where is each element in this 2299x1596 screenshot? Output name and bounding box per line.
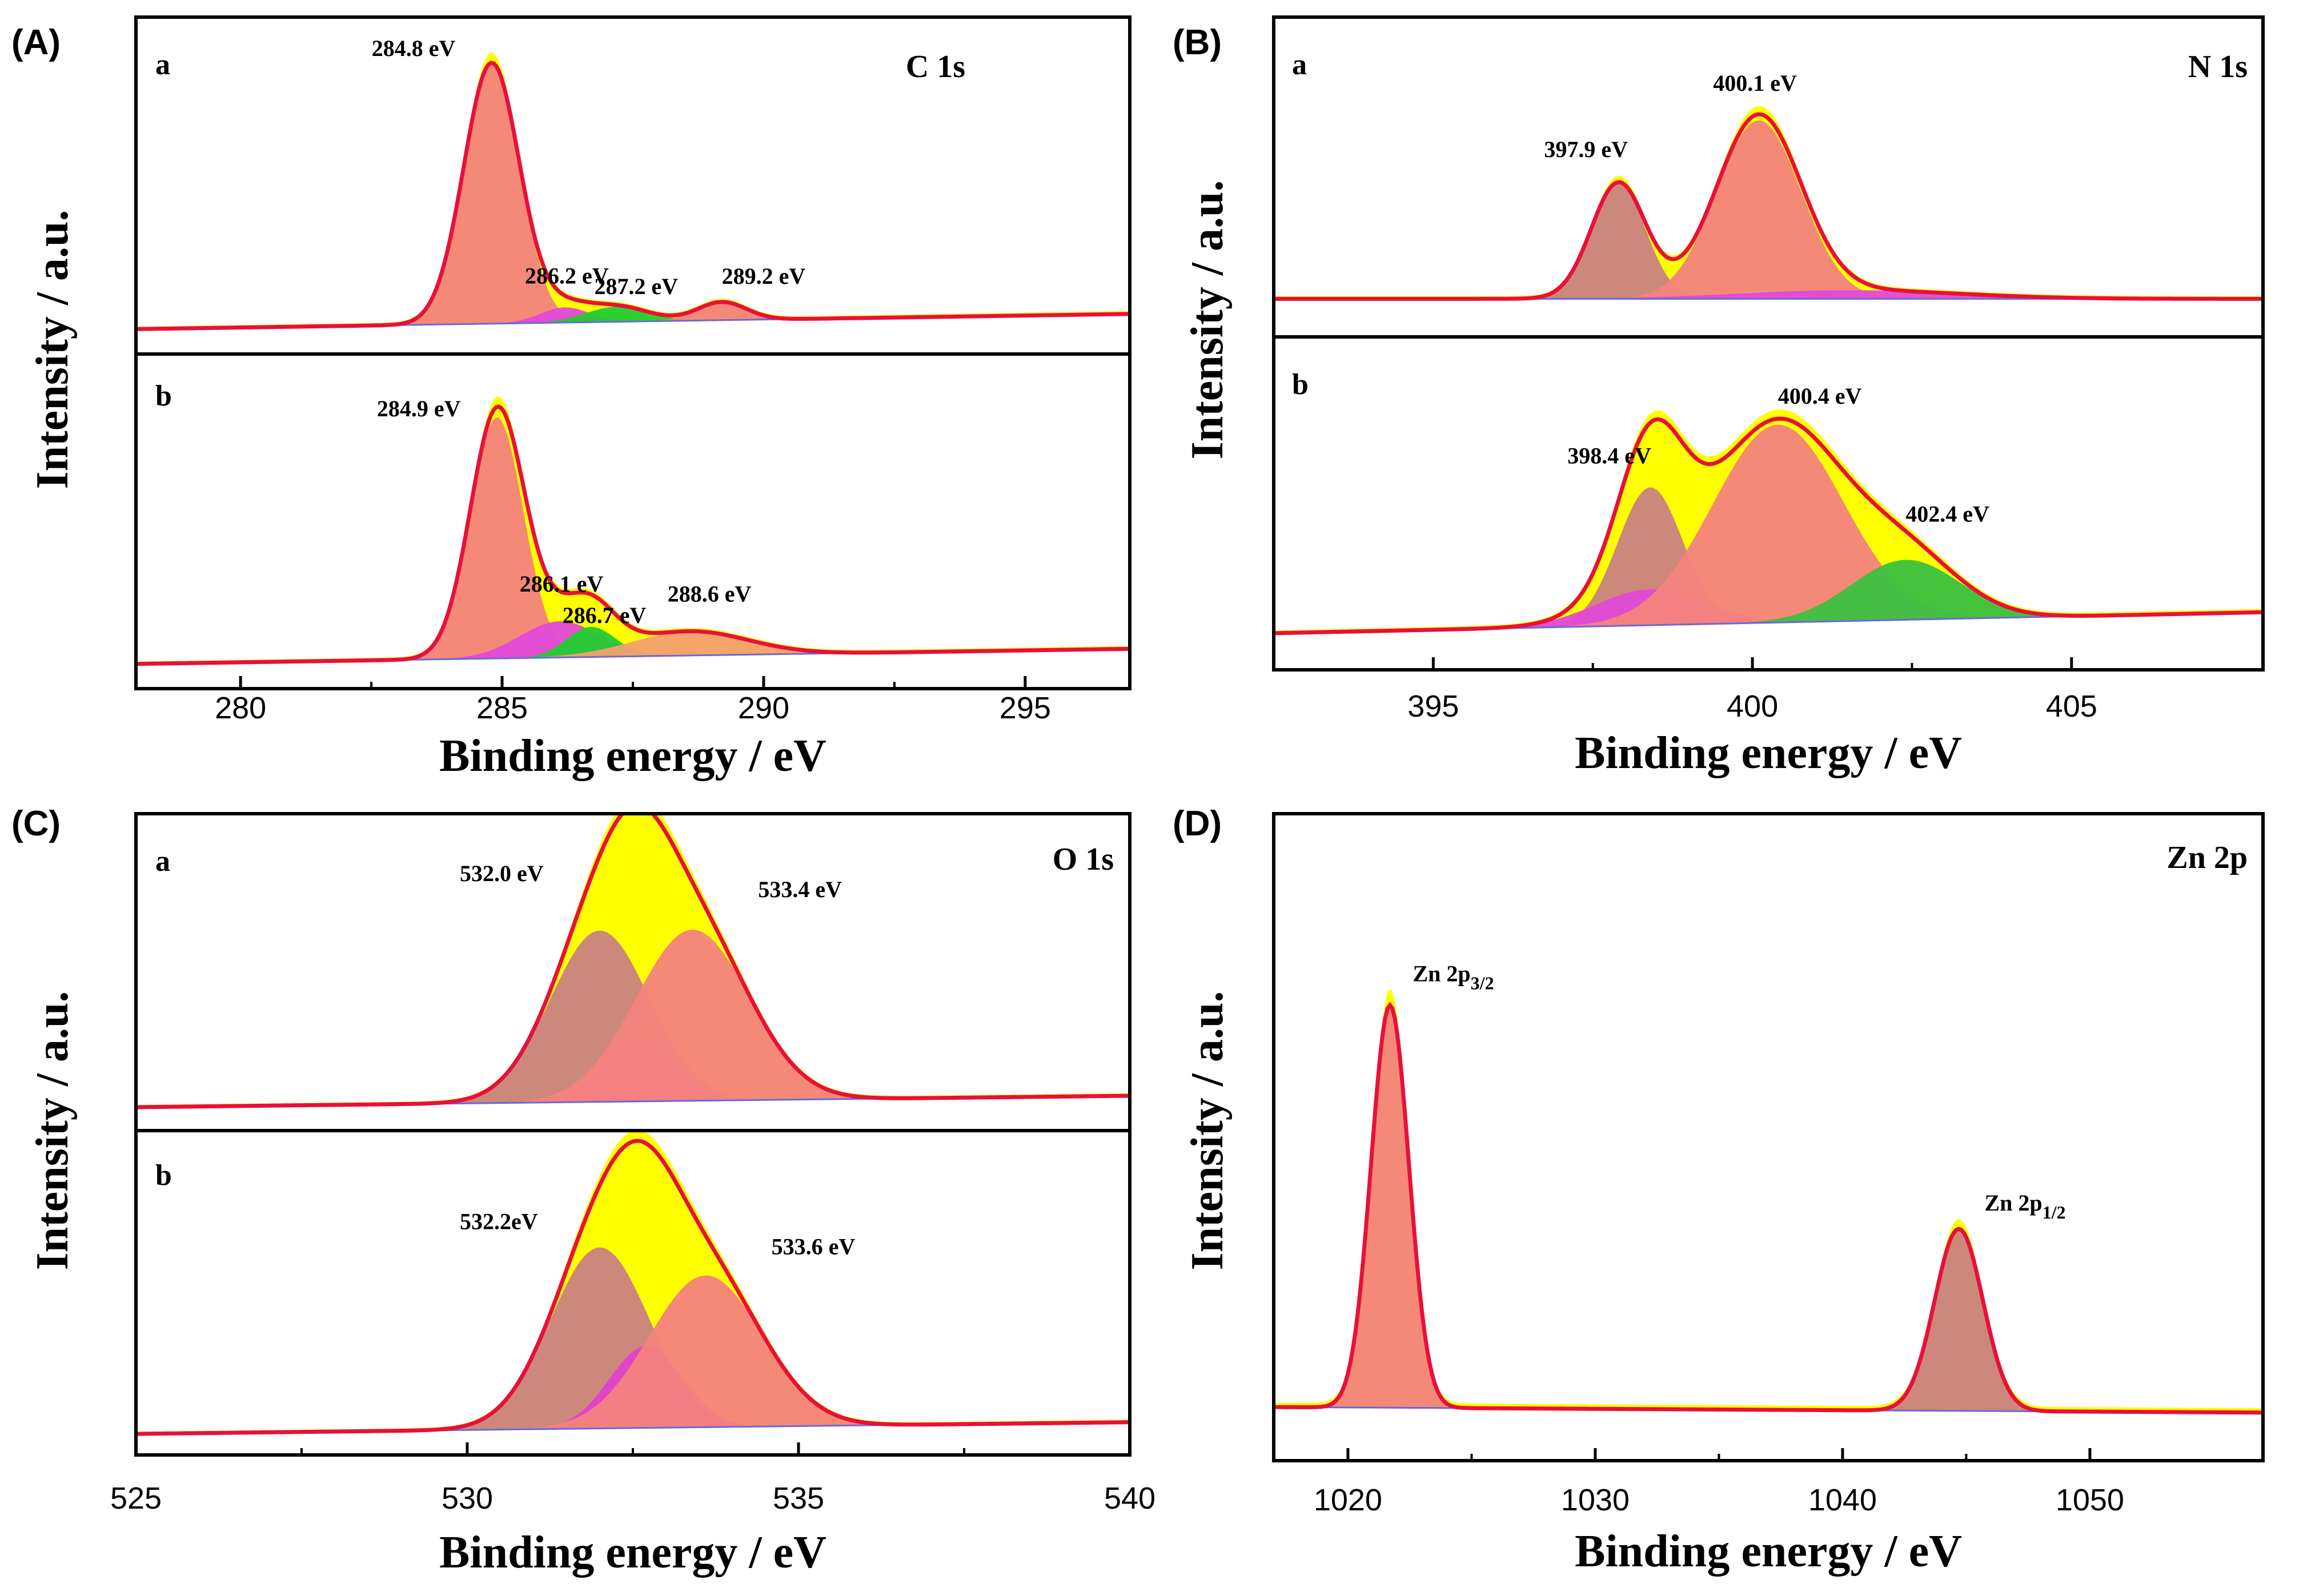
plot-area: 397.9 eV 400.1 eV 398.4 eV 400.4 eV 402.4 eV — [1274, 70, 2263, 636]
x-tick-label: 395 — [1407, 689, 1459, 723]
peak-component — [1323, 1005, 1459, 1408]
y-axis-title: Intensity / a.u. — [27, 991, 78, 1271]
panel-label: (B) — [1173, 23, 1222, 62]
peak-label: Zn 2p3/2 — [1413, 960, 1494, 993]
peak-component — [1610, 120, 1912, 299]
peak-component — [1546, 424, 2013, 628]
peak-component — [652, 301, 792, 321]
element-label: O 1s — [1053, 842, 1114, 877]
element-label: N 1s — [2188, 49, 2248, 85]
x-tick-label: 400 — [1727, 689, 1778, 723]
panel-label: (C) — [11, 804, 61, 843]
panel-b: 397.9 eV 400.1 eV 398.4 eV 400.4 eV 402.4 eV… — [1173, 15, 2265, 778]
plot-area: Zn 2p3/2 Zn 2p1/2 — [1274, 960, 2263, 1415]
plot-frame — [1272, 15, 2265, 672]
x-tick-label: 530 — [442, 1481, 493, 1515]
x-tick-label: 525 — [110, 1481, 162, 1515]
x-tick-label: 285 — [476, 691, 528, 725]
peak-component — [1877, 1229, 2043, 1412]
x-tick-label: 1030 — [1561, 1483, 1630, 1517]
peak-label: 400.4 eV — [1778, 383, 1862, 409]
panel-label: (D) — [1173, 804, 1222, 843]
peak-label: 286.1 eV — [520, 571, 604, 597]
subplot-label: a — [1292, 49, 1307, 81]
x-tick-label: 1040 — [1808, 1483, 1877, 1517]
subplot-b: 532.2eV 533.6 eV — [136, 1129, 1130, 1436]
subplot-label: b — [1292, 368, 1309, 401]
peak-label: 397.9 eV — [1544, 136, 1628, 162]
peak-label: 287.2 eV — [595, 274, 679, 299]
x-tick-label: 1050 — [2056, 1483, 2124, 1517]
peak-label: 288.6 eV — [668, 581, 752, 607]
x-tick-label: 1020 — [1314, 1483, 1382, 1517]
peak-component — [1526, 183, 1714, 299]
x-tick-label: 290 — [738, 691, 789, 725]
subplot-b: 284.9 eV 286.1 eV 286.7 eV 288.6 eV — [136, 396, 1130, 666]
x-tick-label: 295 — [1000, 691, 1051, 725]
peak-label: 532.2eV — [460, 1209, 538, 1235]
element-label: C 1s — [906, 49, 965, 85]
peak-label: 286.7 eV — [563, 602, 647, 628]
x-axis-title: Binding energy / eV — [1575, 1526, 1962, 1577]
envelope-line — [136, 814, 1130, 1109]
peak-label: 398.4 eV — [1567, 443, 1651, 469]
panel-label: (A) — [11, 23, 61, 62]
peak-component — [424, 1247, 777, 1431]
peak-label: 284.9 eV — [377, 396, 461, 421]
subplot-a: 532.0 eV 533.4 eV — [136, 814, 1130, 1109]
subplot-label: b — [155, 380, 172, 412]
peak-label: 402.4 eV — [1905, 501, 1989, 527]
peak-label: 533.4 eV — [758, 877, 842, 902]
x-tick-label: 280 — [215, 691, 266, 725]
x-tick-label: 535 — [773, 1481, 824, 1515]
peak-label: 286.2 eV — [525, 263, 609, 288]
peak-component — [531, 306, 705, 323]
peak-component — [392, 63, 596, 325]
peak-label: 289.2 eV — [722, 263, 806, 289]
peak-label: 284.8 eV — [372, 35, 456, 61]
x-axis-title: Binding energy / eV — [439, 731, 826, 781]
peak-label: 533.6 eV — [772, 1234, 856, 1260]
peak-label: Zn 2p1/2 — [1984, 1190, 2065, 1223]
peak-component — [508, 1275, 906, 1430]
envelope-line — [1274, 1002, 2263, 1415]
x-axis-title: Binding energy / eV — [1575, 728, 1962, 778]
x-axis-title: Binding energy / eV — [439, 1527, 826, 1578]
subplot-label: a — [155, 49, 170, 81]
envelope-line — [1274, 416, 2263, 636]
panel-d: Zn 2p3/2 Zn 2p1/2 1020 1030 1040 1050 (D) Zn 2p… — [1173, 804, 2265, 1577]
peak-component — [402, 417, 596, 660]
plot-frame — [1272, 812, 2265, 1462]
y-axis-title: Intensity / a.u. — [1182, 991, 1233, 1271]
envelope-line — [1274, 112, 2263, 301]
y-axis-title: Intensity / a.u. — [1182, 180, 1233, 460]
panel-c: 532.0 eV 533.4 eV 532.2eV 533.6 eV 525 530 535… — [11, 804, 1155, 1578]
peak-component — [1731, 560, 2083, 624]
peak-label: 400.1 eV — [1713, 70, 1797, 96]
peak-component — [521, 631, 862, 658]
envelope-line — [136, 61, 1130, 331]
envelope-line — [136, 1139, 1130, 1436]
element-label: Zn 2p — [2166, 840, 2248, 875]
raw-data-area — [136, 1129, 1130, 1434]
x-tick-label: 540 — [1104, 1481, 1155, 1515]
subplot-label: b — [155, 1159, 172, 1192]
peak-component — [491, 930, 897, 1103]
subplot-a: 397.9 eV 400.1 eV — [1274, 70, 2263, 301]
y-axis-title: Intensity / a.u. — [27, 210, 78, 489]
raw-data-area — [136, 814, 1130, 1107]
subplot-label: a — [155, 845, 170, 878]
plot-area: 532.0 eV 533.4 eV 532.2eV 533.6 eV — [136, 814, 1130, 1436]
peak-label: 532.0 eV — [460, 861, 544, 886]
subplot-main: Zn 2p3/2 Zn 2p1/2 — [1274, 960, 2263, 1415]
envelope-line — [136, 404, 1130, 666]
peak-component — [1538, 487, 1766, 628]
x-tick-label: 405 — [2046, 689, 2097, 723]
subplot-b: 398.4 eV 400.4 eV 402.4 eV — [1274, 383, 2263, 636]
peak-component — [424, 930, 777, 1104]
